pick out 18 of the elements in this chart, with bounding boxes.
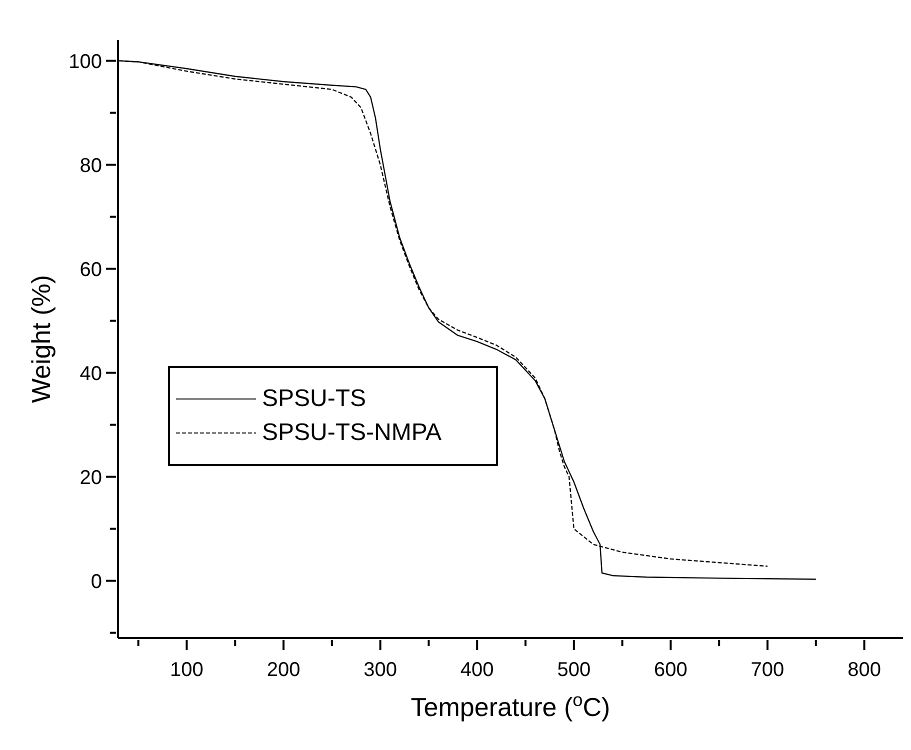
y-tick-label: 0 — [90, 570, 102, 593]
x-axis-title: Temperature ($^{o}$C) — [410, 690, 610, 722]
x-tick-label: 800 — [848, 659, 881, 681]
x-tick-label: 700 — [750, 659, 784, 681]
legend-label: SPSU-TS-NMPA — [262, 419, 442, 447]
y-tick-label: 40 — [80, 362, 102, 385]
y-tick-label: 80 — [80, 154, 102, 177]
y-tick-label: 60 — [80, 258, 102, 281]
legend-label: SPSU-TS — [262, 385, 366, 413]
x-tick-label: 500 — [557, 659, 591, 681]
y-axis-title: Weight (%) — [26, 274, 56, 404]
x-tick-label: 600 — [654, 659, 688, 681]
x-tick-label: 100 — [170, 659, 204, 681]
x-tick-label: 400 — [460, 659, 494, 681]
y-tick-label: 100 — [68, 50, 102, 73]
x-tick-label: 200 — [266, 659, 300, 681]
x-tick-label: 300 — [364, 659, 397, 681]
y-tick-label: 20 — [80, 466, 102, 489]
